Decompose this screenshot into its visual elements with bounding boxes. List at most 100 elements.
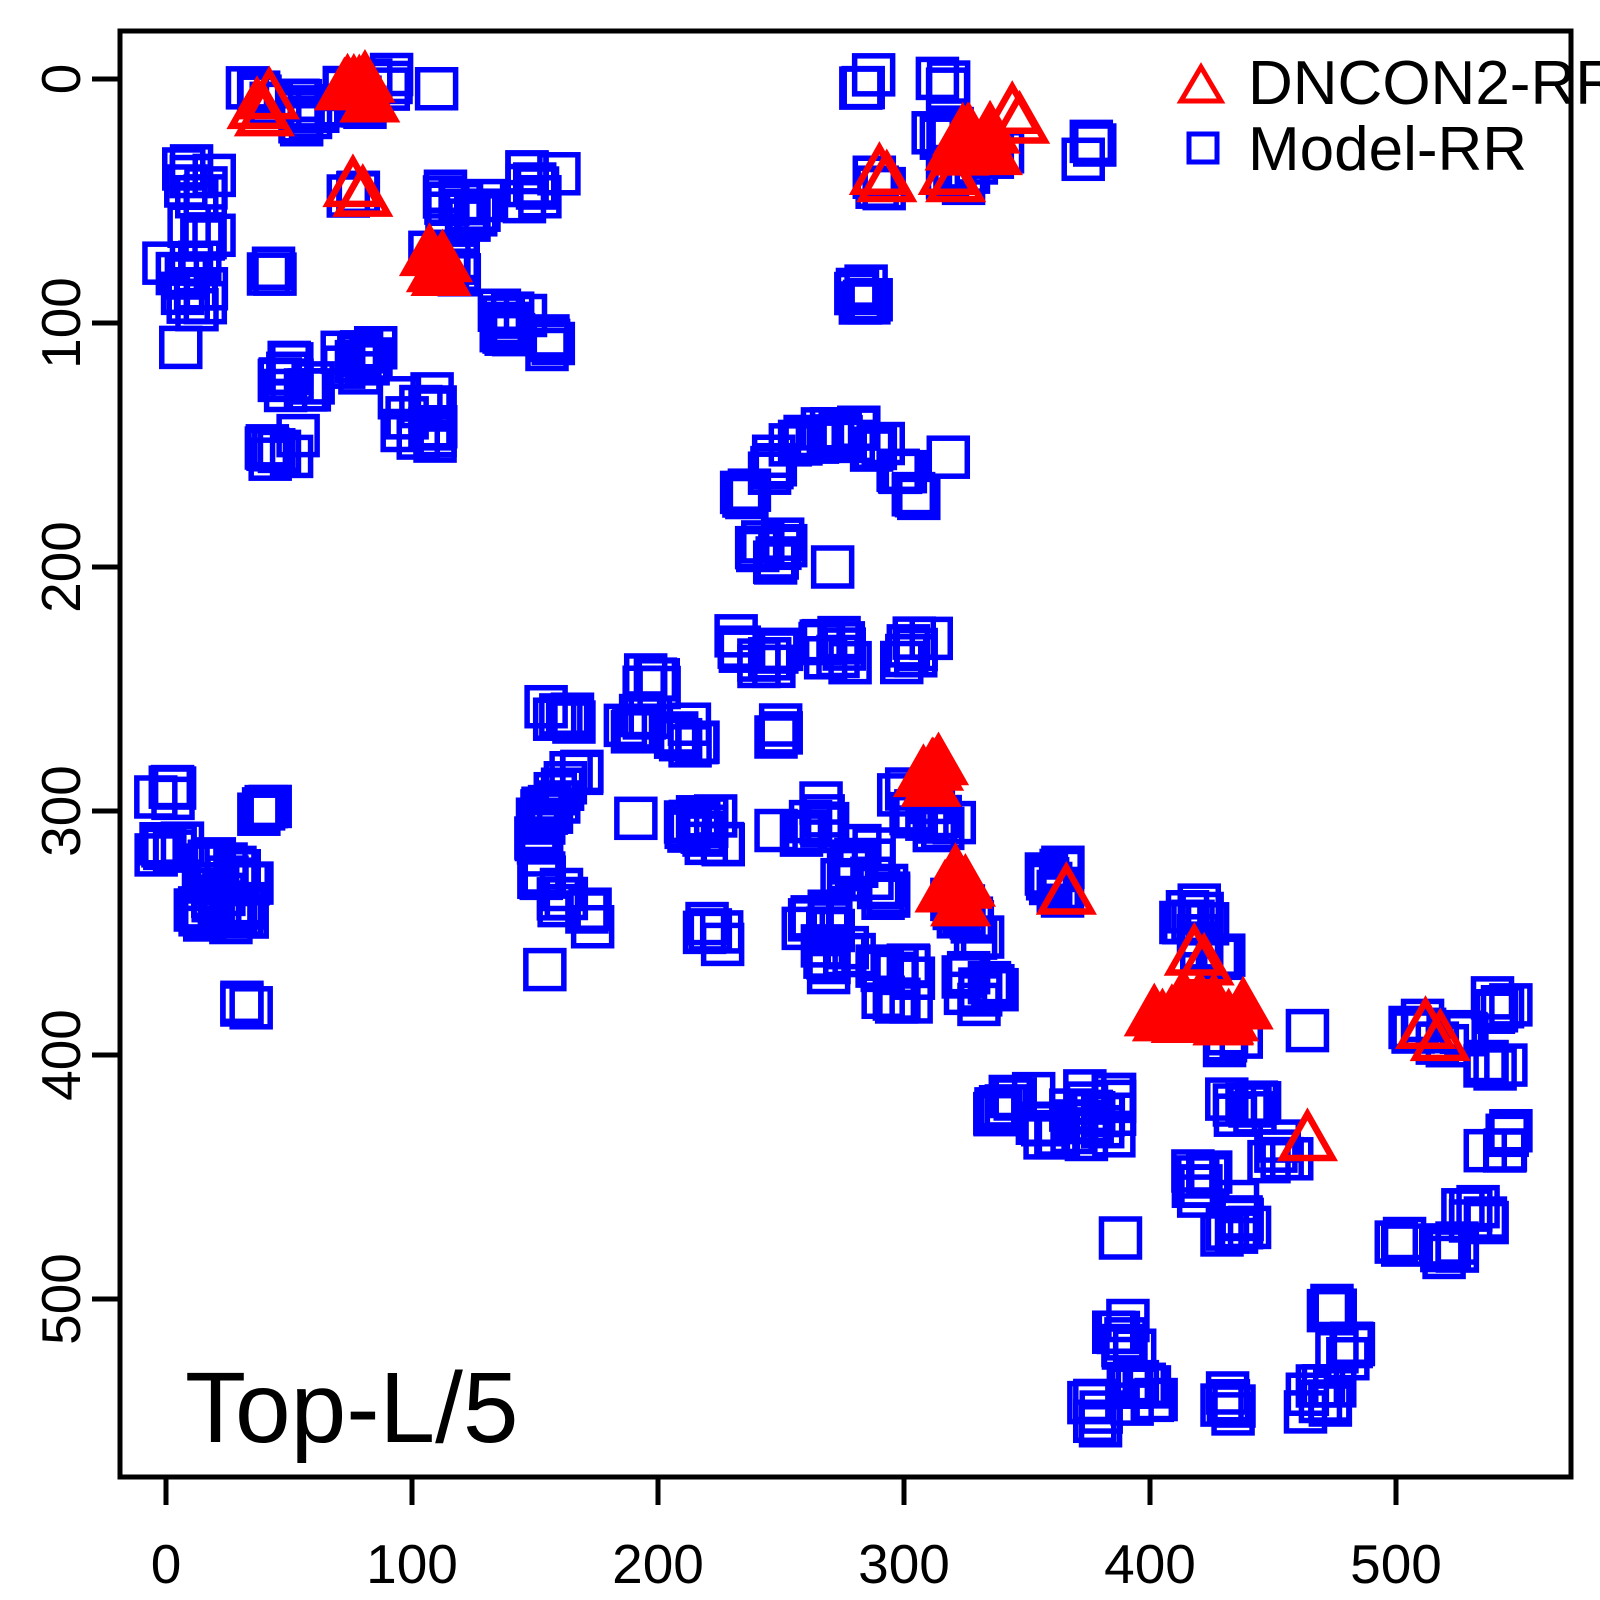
model-rr-square [192, 213, 236, 258]
dncon2-rr-triangle [1409, 1007, 1471, 1062]
model-rr-square [220, 983, 264, 1027]
model-rr-square [408, 407, 452, 451]
model-rr-square [410, 372, 454, 416]
model-rr-square [1028, 861, 1073, 906]
legend-triangle-icon [1176, 62, 1226, 104]
x-axis-tick-label: 500 [1350, 1533, 1442, 1595]
model-rr-square [988, 1074, 1033, 1119]
dncon2-rr-triangle [856, 148, 918, 203]
model-rr-square [1427, 1224, 1472, 1268]
model-rr-square [270, 358, 314, 402]
legend-label-dncon2: DNCON2-RR [1248, 49, 1600, 118]
model-rr-square [832, 932, 876, 977]
dncon2-rr-triangle [332, 163, 394, 217]
model-rr-square [668, 724, 712, 768]
model-rr-square [134, 775, 178, 819]
model-rr-square [834, 271, 878, 316]
model-rr-square [810, 545, 855, 589]
dncon2-rr-triangle [233, 82, 295, 137]
model-rr-square [866, 874, 911, 918]
model-rr-square [529, 790, 574, 834]
model-rr-square [1096, 1310, 1141, 1355]
model-rr-square [246, 252, 291, 296]
model-rr-square [1374, 1220, 1419, 1264]
model-rr-square [971, 963, 1015, 1008]
dncon2-rr-triangle [1173, 931, 1235, 986]
x-axis-tick-label: 100 [366, 1533, 458, 1595]
model-rr-square [229, 986, 273, 1030]
model-rr-square [941, 955, 985, 999]
y-axis-tick-label: 300 [30, 765, 92, 857]
model-rr-square [725, 475, 769, 520]
model-rr-square [633, 657, 678, 701]
model-rr-square [682, 813, 726, 857]
model-rr-square [1072, 1399, 1117, 1444]
legend-label-model: Model-RR [1248, 115, 1527, 184]
model-rr-square [1283, 1390, 1328, 1434]
model-rr-square [828, 640, 872, 685]
x-axis-tick-label: 200 [612, 1533, 704, 1595]
model-rr-square [1298, 1379, 1343, 1424]
legend-square-icon [1186, 131, 1220, 165]
model-rr-square [1435, 1229, 1480, 1273]
model-rr-square [741, 520, 785, 564]
plot-title-annotation: Top-L/5 [185, 1352, 519, 1464]
model-rr-square [399, 384, 443, 429]
dncon2-rr-triangle [1276, 1107, 1339, 1162]
model-rr-square [1176, 1155, 1220, 1199]
model-rr-square [518, 833, 562, 877]
model-rr-square [423, 169, 468, 214]
dncon2-rr-triangle [989, 89, 1051, 144]
model-rr-square [1023, 1116, 1067, 1160]
dncon2-rr-triangle [334, 48, 396, 103]
model-rr-square [1422, 1235, 1466, 1280]
model-rr-square [855, 944, 899, 988]
model-rr-square [975, 967, 1019, 1012]
model-rr-square [1489, 983, 1533, 1027]
x-axis-tick-label: 400 [1104, 1533, 1196, 1595]
model-rr-square [1228, 1084, 1272, 1128]
model-rr-square [237, 792, 281, 836]
model-rr-square [1463, 1196, 1508, 1240]
model-rr-square [759, 711, 803, 755]
model-rr-square [241, 787, 286, 831]
model-rr-square [614, 796, 658, 841]
y-axis-tick-label: 500 [30, 1253, 92, 1345]
plot-border [117, 28, 1574, 1480]
model-rr-square [1326, 1336, 1370, 1381]
dncon2-rr-triangle [1192, 991, 1254, 1046]
model-rr-square [894, 627, 938, 672]
model-rr-square [1073, 123, 1117, 167]
model-rr-square [525, 327, 569, 372]
y-axis: 0 100 200 300 400 500 [30, 64, 120, 1345]
model-rr-square [807, 940, 851, 985]
model-rr-square [531, 321, 576, 366]
model-rr-square [1485, 1113, 1529, 1158]
legend: DNCON2-RR Model-RR [1176, 49, 1600, 184]
model-rr-square [169, 240, 214, 285]
model-rr-square [1308, 1383, 1353, 1427]
model-rr-square [1106, 1298, 1150, 1343]
model-rr-square [1115, 1359, 1160, 1404]
model-rr-square [623, 653, 668, 697]
model-rr-square [1200, 1213, 1244, 1257]
dncon2-rr-triangle [1169, 969, 1231, 1023]
model-rr-square [523, 947, 567, 992]
model-rr-square [155, 251, 200, 296]
model-rr-square [1214, 1210, 1259, 1254]
model-rr-square [169, 144, 214, 188]
model-rr-square [550, 692, 595, 736]
model-rr-square [747, 637, 792, 681]
model-rr-square [1254, 1129, 1298, 1173]
model-rr-square [568, 887, 612, 931]
dncon2-rr-triangle [931, 854, 993, 909]
model-rr-square [921, 806, 965, 851]
data-points-layer [134, 48, 1533, 1448]
model-rr-square [547, 695, 591, 740]
model-rr-square [536, 877, 581, 921]
model-rr-square [438, 180, 482, 224]
dncon2-rr-triangle [937, 101, 999, 156]
model-rr-square [1484, 1043, 1528, 1087]
